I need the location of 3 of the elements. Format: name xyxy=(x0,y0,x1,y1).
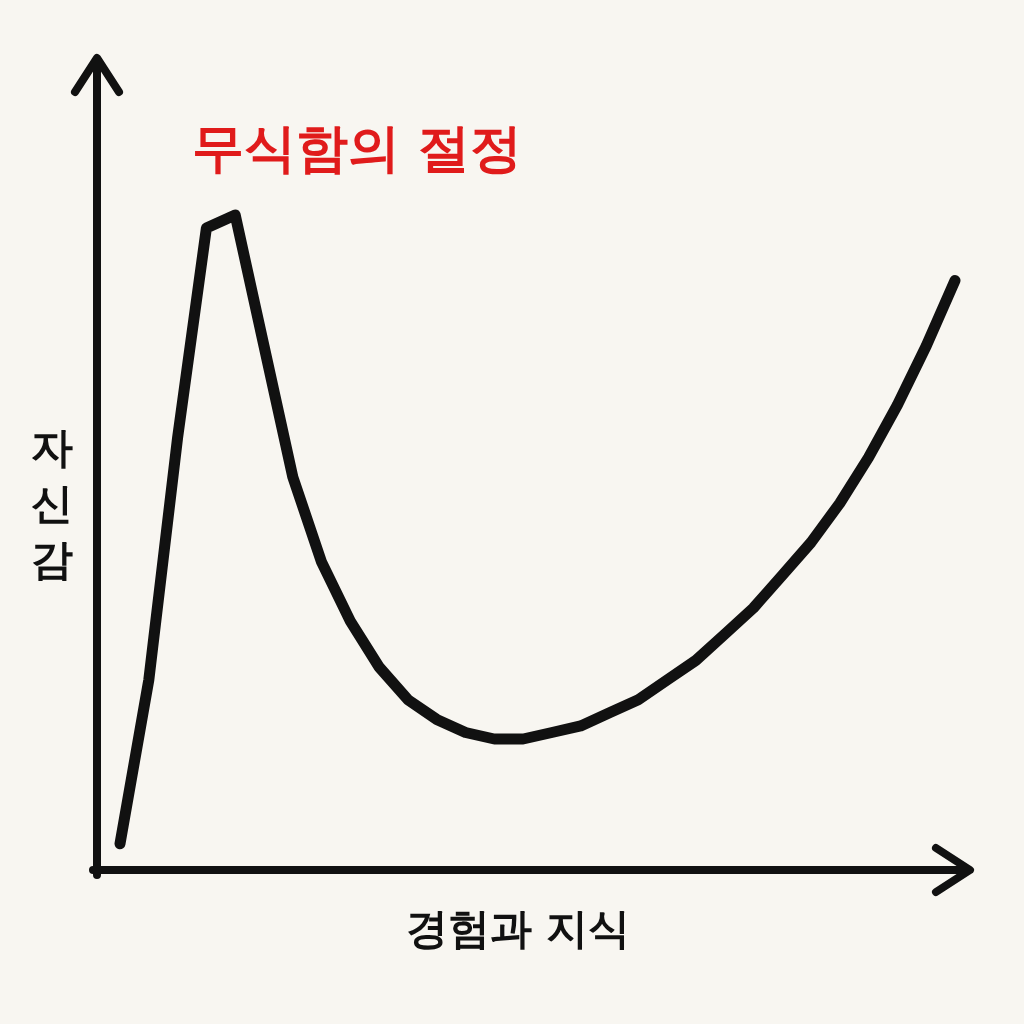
text: 무식함의 절정 xyxy=(191,118,523,178)
x-axis-title: 경험과 지식 xyxy=(405,904,631,953)
y-axis-title: 자신감 xyxy=(31,423,73,584)
